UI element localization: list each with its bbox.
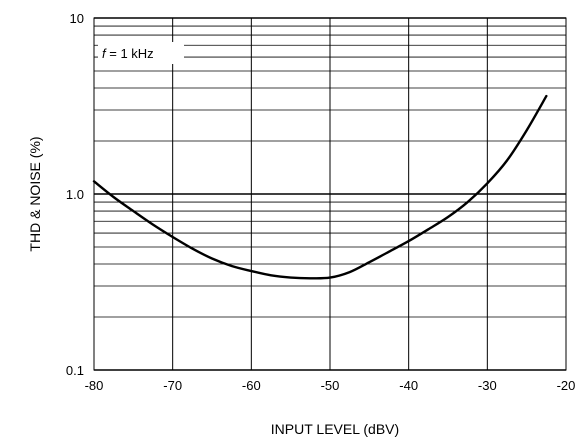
x-tick-label: -50 xyxy=(321,378,340,393)
y-tick-label: 1.0 xyxy=(66,187,84,202)
thd-noise-curve xyxy=(92,94,548,280)
x-tick-label: -30 xyxy=(478,378,497,393)
annotation-text: f = 1 kHz xyxy=(102,46,154,61)
x-tick-label: -40 xyxy=(399,378,418,393)
y-tick-label: 10 xyxy=(70,11,84,26)
x-tick-label: -80 xyxy=(85,378,104,393)
x-tick-label: -70 xyxy=(163,378,182,393)
x-tick-labels: -80 -70 -60 -50 -40 -30 -20 xyxy=(85,378,576,393)
y-tick-label: 0.1 xyxy=(66,363,84,378)
annotation-background xyxy=(98,42,184,64)
x-tick-label: -60 xyxy=(242,378,261,393)
annotation-value: = 1 kHz xyxy=(106,46,154,61)
plot-area-frame xyxy=(93,17,567,371)
y-tick-labels: 0.1 1.0 10 xyxy=(66,11,84,378)
x-tick-label: -20 xyxy=(557,378,576,393)
horizontal-gridlines xyxy=(94,17,566,371)
y-axis-label: THD & NOISE (%) xyxy=(27,136,43,251)
frequency-annotation: f = 1 kHz xyxy=(98,42,184,64)
x-axis-label: INPUT LEVEL (dBV) xyxy=(271,421,399,437)
annotation-symbol: f xyxy=(102,46,107,61)
